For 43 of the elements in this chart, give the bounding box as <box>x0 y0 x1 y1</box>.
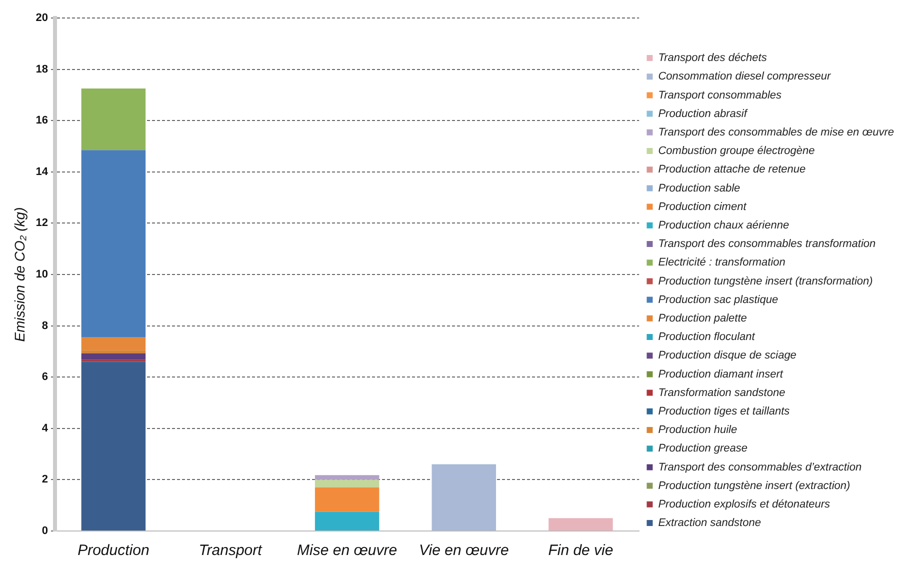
x-tick-label: Vie en œuvre <box>419 542 509 560</box>
y-tick-label: 6 <box>42 371 48 384</box>
y-tick-label: 16 <box>36 114 48 127</box>
legend-label: Transformation sandstone <box>658 386 786 399</box>
x-tick-label: Mise en œuvre <box>297 542 398 560</box>
legend-label: Production sable <box>658 182 740 194</box>
y-tick-label: 8 <box>42 320 48 332</box>
legend-label: Transport des consommables transformation <box>658 238 876 250</box>
x-tick-label: Transport <box>198 542 263 560</box>
legend-label: Production sac plastique <box>658 294 778 306</box>
y-tick-label: 4 <box>42 422 49 434</box>
legend-label: Consommation diesel compresseur <box>658 70 832 83</box>
y-tick-label: 20 <box>36 12 48 24</box>
legend-label: Production palette <box>658 312 747 324</box>
y-tick-label: 0 <box>42 525 48 538</box>
y-tick-label: 10 <box>36 268 48 281</box>
y-tick-label: 18 <box>36 63 48 76</box>
legend-label: Production chaux aérienne <box>658 219 790 232</box>
legend-label: Production attache de retenue <box>658 164 806 176</box>
x-tick-label: Fin de vie <box>548 542 614 560</box>
legend-label: Combustion groupe électrogène <box>658 145 815 158</box>
y-tick-label: 12 <box>36 217 48 230</box>
legend-label: Production tungstène insert (extraction) <box>658 480 851 492</box>
legend-label: Transport des consommables de mise en œuvre <box>658 126 894 138</box>
y-axis-title: Emission de CO₂ (kg) <box>11 207 28 342</box>
legend-label: Production ciment <box>658 200 748 213</box>
legend-label: Production explosifs et détonateurs <box>658 498 831 510</box>
legend-label: Production diamant insert <box>658 368 784 380</box>
legend-label: Production tungstène insert (transformation) <box>658 275 874 288</box>
legend-label: Electricité : transformation <box>658 256 786 269</box>
legend-label: Production tiges et taillants <box>658 405 790 418</box>
y-tick-label: 14 <box>36 166 49 178</box>
x-tick-label: Production <box>78 542 150 560</box>
legend-label: Production grease <box>658 442 748 455</box>
y-tick-label: 2 <box>42 474 48 486</box>
legend-label: Production huile <box>658 424 738 436</box>
legend-label: Production abrasif <box>658 108 748 120</box>
legend-label: Transport des consommables d’extraction <box>658 461 862 474</box>
legend-label: Production disque de sciage <box>658 350 796 362</box>
legend-label: Extraction sandstone <box>658 517 761 530</box>
legend-label: Transport des déchets <box>658 52 768 64</box>
legend-label: Production floculant <box>658 331 756 344</box>
legend-label: Transport consommables <box>658 89 782 102</box>
